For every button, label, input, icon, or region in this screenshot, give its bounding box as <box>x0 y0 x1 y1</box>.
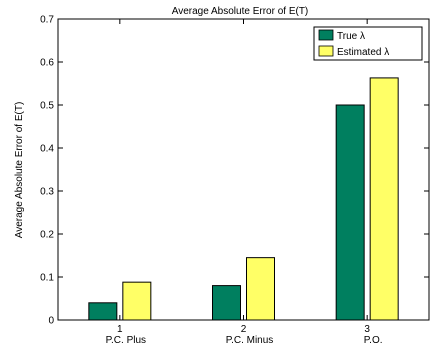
x-tick-label-0: 1 <box>117 324 123 335</box>
x-tick-label-1: 2 <box>241 324 247 335</box>
legend-swatch-estimated-lambda <box>318 45 334 57</box>
x-axis: 1 2 3 <box>117 19 370 335</box>
y-tick-label-2: 0.2 <box>40 230 54 241</box>
y-tick-label-3: 0.3 <box>40 187 54 198</box>
bar-true-0 <box>88 302 118 321</box>
bar-true-1 <box>212 285 241 321</box>
legend-swatch-true-lambda <box>318 29 334 41</box>
y-tick-label-1: 0.1 <box>40 273 54 284</box>
category-label-2: P.O. <box>363 335 383 346</box>
bar-estimated-2 <box>369 77 399 321</box>
legend: True λ Estimated λ <box>313 26 423 61</box>
legend-label-true-lambda: True λ <box>337 31 365 42</box>
bar-estimated-1 <box>246 257 275 321</box>
plot-area <box>57 18 430 321</box>
y-tick-label-6: 0.6 <box>40 58 54 69</box>
y-tick-label-5: 0.5 <box>40 101 54 112</box>
chart-title: Average Absolute Error of E(T) <box>172 6 309 17</box>
bar-true-2 <box>335 104 365 321</box>
bar-estimated-0 <box>122 281 152 321</box>
y-tick-label-7: 0.7 <box>40 15 54 26</box>
y-tick-label-4: 0.4 <box>40 144 54 155</box>
x-tick-label-2: 3 <box>364 324 370 335</box>
legend-label-estimated-lambda: Estimated λ <box>337 47 389 58</box>
category-label-1: P.C. Minus <box>225 335 274 346</box>
y-axis: 0 0.1 0.2 0.3 0.4 0.5 0.6 0.7 <box>40 15 429 327</box>
y-tick-label-0: 0 <box>48 316 54 327</box>
y-axis-label: Average Absolute Error of E(T) <box>14 102 25 239</box>
bars <box>88 77 399 321</box>
category-label-0: P.C. Plus <box>105 335 147 346</box>
